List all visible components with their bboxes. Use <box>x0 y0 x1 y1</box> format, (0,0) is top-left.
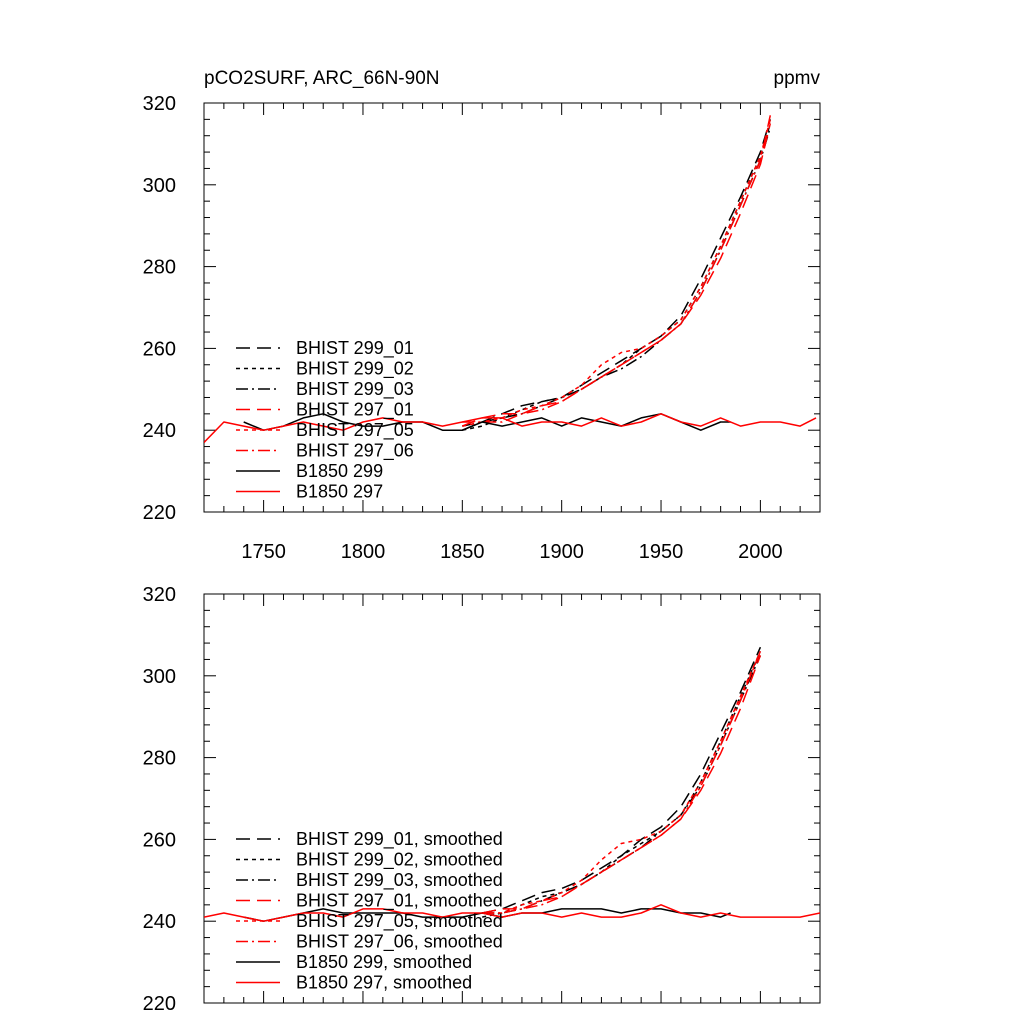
units-label: ppmv <box>774 68 821 89</box>
legend-label: BHIST 299_02, smoothed <box>296 850 503 871</box>
series-line <box>462 127 772 427</box>
chart-title: pCO2SURF, ARC_66N-90N <box>204 68 439 89</box>
series-line <box>482 651 762 914</box>
series-line <box>482 655 762 914</box>
y-tick-label: 220 <box>143 993 176 1015</box>
series-group <box>204 646 820 922</box>
series-line <box>462 115 772 423</box>
series-line <box>482 646 762 914</box>
series-group <box>204 115 817 444</box>
series-line <box>482 655 762 914</box>
legend-label: B1850 299 <box>296 461 383 481</box>
series-line <box>482 650 762 914</box>
x-tick-label: 1800 <box>341 541 386 563</box>
legend-label: BHIST 299_03, smoothed <box>296 870 503 891</box>
legend-label: BHIST 299_01, smoothed <box>296 829 503 850</box>
y-tick-label: 220 <box>143 502 176 524</box>
legend-label: B1850 297, smoothed <box>296 973 472 993</box>
series-line <box>462 123 772 431</box>
legend-label: BHIST 297_05 <box>296 420 414 441</box>
series-line <box>462 119 772 427</box>
x-tick-label: 1850 <box>440 541 485 563</box>
legend-label: B1850 299, smoothed <box>296 952 472 972</box>
y-tick-label: 320 <box>143 584 176 606</box>
y-tick-label: 320 <box>143 93 176 115</box>
y-tick-label: 260 <box>143 829 176 851</box>
legend-label: BHIST 299_03 <box>296 379 414 400</box>
series-line <box>204 904 820 922</box>
series-line <box>462 123 772 427</box>
series-line <box>482 650 762 918</box>
bottom-panel: 220 240 260 280 300 320 BHIST 299_01, smoothed… <box>143 584 821 1015</box>
plot-frame <box>203 593 821 1004</box>
legend-label: BHIST 297_06, smoothed <box>296 932 503 953</box>
x-tick-label: 1900 <box>539 541 584 563</box>
legend-label: BHIST 297_01 <box>296 400 414 421</box>
x-tick-label: 2000 <box>738 541 783 563</box>
y-tick-label: 280 <box>143 257 176 279</box>
plot-frame <box>203 102 821 513</box>
legend-label: BHIST 297_06 <box>296 441 414 462</box>
series-line <box>462 119 772 431</box>
legend-label: B1850 297 <box>296 482 383 502</box>
y-tick-label: 260 <box>143 338 176 360</box>
x-tick-label: 1750 <box>241 541 286 563</box>
top-panel: 220 240 260 280 300 320 1750 1800 1850 1900 1950 20… <box>143 93 821 563</box>
legend-label: BHIST 297_01, smoothed <box>296 891 503 912</box>
legend-label: BHIST 299_02 <box>296 359 414 380</box>
series-line <box>204 413 817 444</box>
y-tick-label: 300 <box>143 666 176 688</box>
y-tick-label: 240 <box>143 911 176 933</box>
y-tick-label: 280 <box>143 748 176 770</box>
legend-label: BHIST 297_05, smoothed <box>296 911 503 932</box>
y-tick-label: 300 <box>143 175 176 197</box>
y-tick-label: 240 <box>143 420 176 442</box>
legend-label: BHIST 299_01 <box>296 338 414 359</box>
x-tick-label: 1950 <box>639 541 684 563</box>
